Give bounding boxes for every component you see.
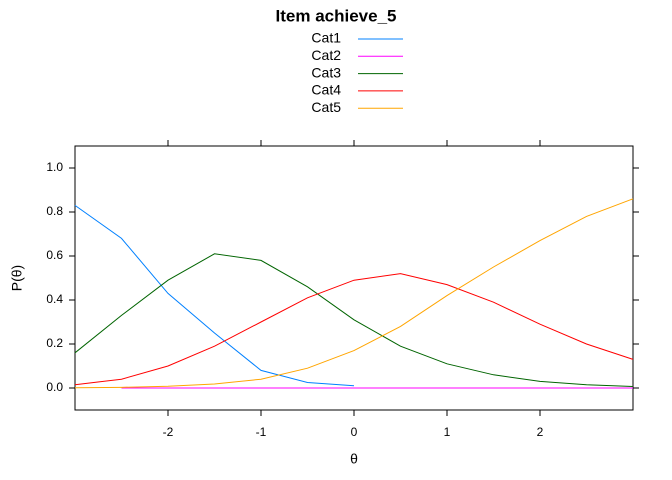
legend-label: Cat3 (311, 64, 341, 80)
x-tick-label: 1 (444, 425, 451, 439)
x-tick-label: -1 (256, 425, 267, 439)
chart-title: Item achieve_5 (276, 6, 397, 25)
legend-label: Cat4 (311, 82, 341, 98)
legend-label: Cat2 (311, 47, 341, 63)
y-tick-label: 1.0 (46, 160, 63, 174)
y-tick-label: 0.2 (46, 336, 63, 350)
series-line (74, 253, 634, 387)
y-tick-label: 0.6 (46, 248, 63, 262)
y-tick-label: 0.4 (46, 292, 63, 306)
series-line (74, 273, 634, 386)
plot-frame (74, 145, 634, 411)
y-tick-label: 0.8 (46, 204, 63, 218)
x-tick-label: 0 (351, 425, 358, 439)
x-axis-label: θ (350, 451, 358, 467)
x-tick-label: 2 (537, 425, 544, 439)
y-tick-label: 0.0 (46, 380, 63, 394)
y-axis-label: P(θ) (9, 265, 25, 291)
legend-label: Cat1 (311, 30, 341, 46)
legend-label: Cat5 (311, 99, 341, 115)
series-line (74, 198, 634, 389)
x-tick-label: -2 (163, 425, 174, 439)
series-line (74, 204, 355, 387)
